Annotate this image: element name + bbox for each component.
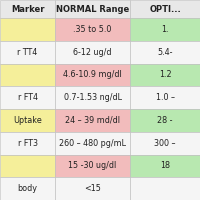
Text: 300 –: 300 – bbox=[154, 139, 176, 148]
Text: 5.4-: 5.4- bbox=[157, 48, 173, 57]
Text: <15: <15 bbox=[84, 184, 101, 193]
Bar bbox=[0, 64, 55, 86]
Text: .35 to 5.0: .35 to 5.0 bbox=[73, 25, 112, 34]
Bar bbox=[130, 132, 200, 154]
Bar bbox=[0, 41, 55, 64]
Text: 1.0 –: 1.0 – bbox=[156, 93, 174, 102]
Bar bbox=[130, 64, 200, 86]
Text: r FT3: r FT3 bbox=[18, 139, 38, 148]
Text: body: body bbox=[18, 184, 38, 193]
Bar bbox=[55, 109, 130, 132]
Text: 260 – 480 pg/mL: 260 – 480 pg/mL bbox=[59, 139, 126, 148]
Text: 0.7-1.53 ng/dL: 0.7-1.53 ng/dL bbox=[64, 93, 122, 102]
Bar bbox=[0, 109, 55, 132]
Bar bbox=[55, 177, 130, 200]
Text: 24 – 39 md/dl: 24 – 39 md/dl bbox=[65, 116, 120, 125]
Bar bbox=[55, 18, 130, 41]
Text: r TT4: r TT4 bbox=[17, 48, 38, 57]
Text: OPTI...: OPTI... bbox=[149, 4, 181, 14]
Text: 18: 18 bbox=[160, 161, 170, 170]
Bar bbox=[130, 18, 200, 41]
Text: 15 -30 ug/dl: 15 -30 ug/dl bbox=[68, 161, 117, 170]
Bar bbox=[130, 86, 200, 109]
Bar bbox=[0, 132, 55, 154]
Text: Uptake: Uptake bbox=[13, 116, 42, 125]
Text: Marker: Marker bbox=[11, 4, 44, 14]
Bar bbox=[0, 18, 55, 41]
Bar bbox=[0, 154, 55, 177]
Bar bbox=[0, 86, 55, 109]
Text: 6-12 ug/d: 6-12 ug/d bbox=[73, 48, 112, 57]
Bar bbox=[55, 0, 130, 18]
Bar bbox=[55, 41, 130, 64]
Bar bbox=[55, 86, 130, 109]
Text: NORMAL Range: NORMAL Range bbox=[56, 4, 129, 14]
Bar bbox=[55, 64, 130, 86]
Bar bbox=[130, 177, 200, 200]
Bar bbox=[0, 0, 55, 18]
Bar bbox=[130, 0, 200, 18]
Text: 4.6-10.9 mg/dl: 4.6-10.9 mg/dl bbox=[63, 70, 122, 79]
Bar bbox=[130, 41, 200, 64]
Text: r FT4: r FT4 bbox=[18, 93, 38, 102]
Text: 1.: 1. bbox=[161, 25, 169, 34]
Text: 28 -: 28 - bbox=[157, 116, 173, 125]
Bar bbox=[55, 154, 130, 177]
Bar bbox=[130, 109, 200, 132]
Bar bbox=[0, 177, 55, 200]
Text: 1.2: 1.2 bbox=[159, 70, 171, 79]
Bar bbox=[55, 132, 130, 154]
Bar bbox=[130, 154, 200, 177]
